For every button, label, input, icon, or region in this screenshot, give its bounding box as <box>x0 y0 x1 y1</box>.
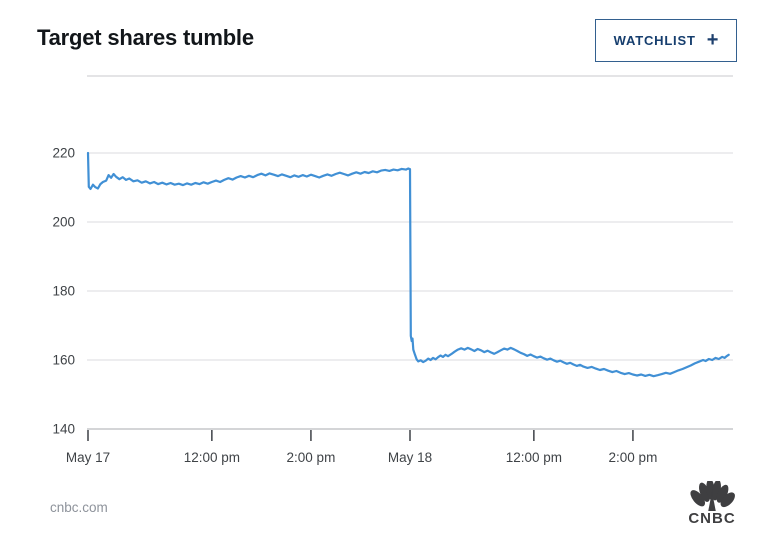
cnbc-logo: CNBC <box>684 481 740 527</box>
y-axis-label: 200 <box>52 215 75 230</box>
x-axis-label: 2:00 pm <box>609 450 658 465</box>
header-divider <box>87 75 733 77</box>
y-axis-label: 140 <box>52 422 75 437</box>
x-axis-label: May 17 <box>66 450 110 465</box>
y-axis-label: 220 <box>52 146 75 161</box>
logo-text: CNBC <box>688 510 736 527</box>
x-axis-label: 12:00 pm <box>506 450 562 465</box>
plus-icon: + <box>706 28 719 51</box>
x-axis-label: 2:00 pm <box>287 450 336 465</box>
price-line[interactable] <box>86 151 730 378</box>
x-axis-label: 12:00 pm <box>184 450 240 465</box>
y-axis-label: 160 <box>52 353 75 368</box>
source-link[interactable]: cnbc.com <box>50 500 108 515</box>
peacock-icon <box>690 481 735 511</box>
y-axis-label: 180 <box>52 284 75 299</box>
watchlist-label: WATCHLIST <box>613 33 696 48</box>
watchlist-button[interactable]: WATCHLIST + <box>595 19 737 62</box>
x-axis-label: May 18 <box>388 450 432 465</box>
page-title: Target shares tumble <box>37 25 254 50</box>
